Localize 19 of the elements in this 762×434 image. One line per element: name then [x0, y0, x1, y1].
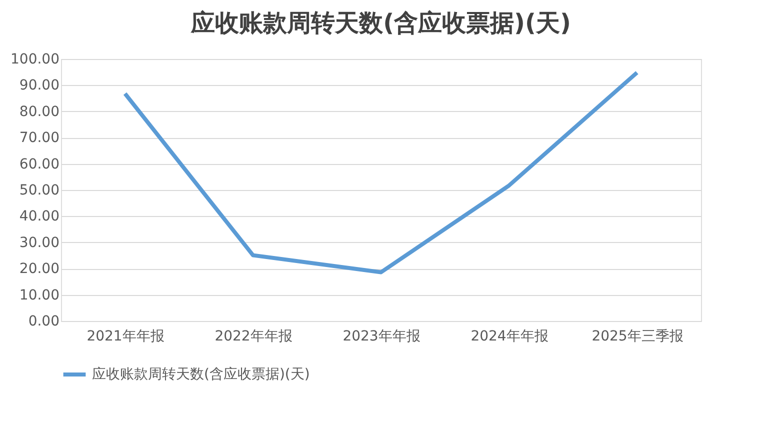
y-tick-label: 100.00 [10, 52, 60, 68]
x-tick-label: 2022年年报 [214, 328, 292, 344]
y-tick-label: 70.00 [19, 130, 60, 146]
x-tick-label: 2023年年报 [342, 328, 420, 344]
y-tick-label: 90.00 [19, 78, 60, 94]
y-tick-label: 60.00 [19, 156, 60, 172]
chart-title: 应收账款周转天数(含应收票据)(天) [190, 9, 571, 37]
y-tick-label: 40.00 [19, 208, 60, 225]
y-tick-label: 30.00 [19, 234, 60, 251]
x-tick-label: 2025年三季报 [592, 328, 684, 344]
y-tick-label: 20.00 [19, 261, 60, 278]
line-series [123, 70, 639, 274]
y-tick-label: 0.00 [28, 314, 60, 330]
y-tick-label: 50.00 [19, 182, 60, 198]
y-tick-label: 10.00 [19, 287, 60, 304]
x-tick-label: 2021年年报 [86, 328, 164, 344]
legend-label: 应收账款周转天数(含应收票据)(天) [92, 366, 310, 382]
y-tick-label: 80.00 [19, 104, 60, 120]
x-tick-label: 2024年年报 [470, 328, 548, 344]
